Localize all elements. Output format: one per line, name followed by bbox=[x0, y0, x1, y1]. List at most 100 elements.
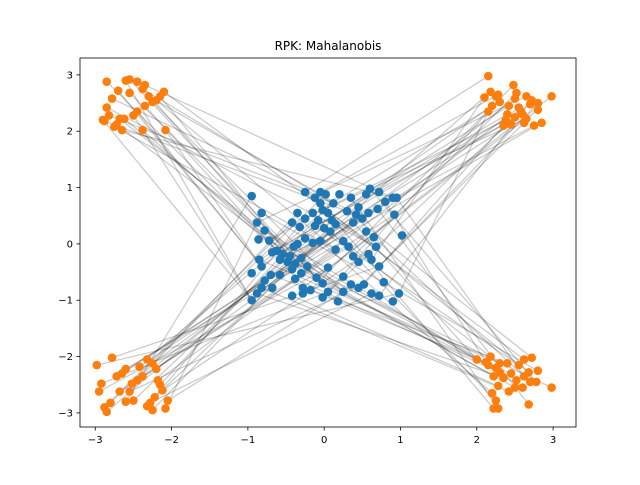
outer-point bbox=[163, 396, 173, 405]
inner-point bbox=[323, 287, 333, 297]
inner-point bbox=[310, 193, 320, 203]
inner-point bbox=[296, 268, 306, 278]
connection-line bbox=[300, 123, 512, 259]
outer-point bbox=[117, 125, 127, 135]
y-tick-label: 1 bbox=[67, 183, 73, 194]
inner-point bbox=[266, 270, 276, 280]
outer-point bbox=[519, 355, 529, 364]
inner-point bbox=[331, 219, 340, 229]
inner-point bbox=[300, 214, 310, 223]
outer-point bbox=[547, 383, 556, 392]
inner-point bbox=[354, 202, 363, 212]
outer-point bbox=[161, 125, 170, 135]
outer-point bbox=[102, 77, 112, 86]
x-tick-label: 1 bbox=[397, 435, 403, 446]
inner-point bbox=[257, 262, 266, 271]
outer-point bbox=[506, 369, 516, 378]
inner-point bbox=[338, 272, 348, 281]
outer-point bbox=[547, 92, 556, 101]
outer-point bbox=[138, 125, 147, 135]
chart-title: RPK: Mahalanobis bbox=[275, 39, 382, 53]
inner-point bbox=[346, 280, 356, 289]
connection-line bbox=[132, 237, 306, 401]
outer-point bbox=[106, 398, 115, 408]
inner-point bbox=[298, 289, 308, 298]
outer-point bbox=[512, 375, 521, 385]
inner-point bbox=[260, 276, 269, 285]
inner-point bbox=[300, 233, 310, 243]
x-tick-label: 0 bbox=[321, 435, 327, 446]
inner-point bbox=[367, 255, 376, 264]
connection-line bbox=[398, 96, 497, 294]
inner-point bbox=[252, 218, 262, 227]
outer-point bbox=[527, 353, 537, 363]
connection-line bbox=[157, 249, 337, 381]
connection-line bbox=[152, 242, 314, 411]
connection-line bbox=[129, 92, 318, 279]
inner-point bbox=[312, 273, 321, 283]
inner-point bbox=[348, 252, 358, 261]
inner-point bbox=[371, 242, 381, 252]
outer-point bbox=[92, 360, 102, 370]
x-tick-label: −3 bbox=[88, 435, 103, 446]
connection-line bbox=[294, 263, 494, 377]
connection-line bbox=[261, 105, 493, 267]
inner-point bbox=[369, 232, 379, 242]
outer-point bbox=[493, 381, 503, 391]
outer-point bbox=[161, 404, 170, 413]
inner-point bbox=[338, 287, 348, 297]
outer-point bbox=[525, 99, 535, 109]
connection-line bbox=[110, 193, 327, 404]
outer-point bbox=[495, 359, 504, 368]
outer-point bbox=[529, 121, 539, 130]
outer-point bbox=[94, 387, 104, 396]
outer-point bbox=[148, 97, 157, 107]
inner-point bbox=[260, 226, 269, 235]
inner-point bbox=[367, 289, 376, 298]
outer-point bbox=[125, 88, 134, 98]
inner-point bbox=[394, 289, 404, 298]
outer-point bbox=[533, 366, 543, 375]
y-tick-label: 3 bbox=[67, 70, 73, 81]
outer-point bbox=[516, 107, 526, 116]
outer-point bbox=[509, 80, 518, 90]
outer-point bbox=[140, 101, 150, 111]
outer-point bbox=[519, 371, 529, 381]
outer-point bbox=[504, 387, 514, 396]
connection-line bbox=[102, 119, 253, 301]
connection-line bbox=[261, 287, 510, 393]
outer-point bbox=[487, 101, 497, 111]
connection-line bbox=[129, 78, 318, 279]
outer-point bbox=[115, 114, 124, 124]
inner-point bbox=[373, 204, 382, 214]
outer-point bbox=[493, 404, 503, 413]
inner-point bbox=[374, 262, 384, 271]
connection-line bbox=[378, 122, 525, 267]
inner-point bbox=[358, 214, 367, 223]
inner-point bbox=[287, 291, 297, 301]
inner-point bbox=[247, 191, 256, 201]
outer-point bbox=[525, 377, 535, 387]
inner-point bbox=[364, 208, 373, 218]
inner-point bbox=[331, 245, 340, 254]
outer-point bbox=[483, 71, 493, 81]
outer-point bbox=[98, 115, 108, 125]
outer-point bbox=[504, 101, 514, 111]
inner-point bbox=[365, 184, 375, 193]
inner-point bbox=[247, 268, 256, 278]
inner-point bbox=[254, 235, 263, 244]
inner-point bbox=[267, 283, 277, 293]
connection-line bbox=[316, 109, 539, 279]
connection-line bbox=[256, 292, 504, 379]
outer-point bbox=[115, 387, 124, 396]
inner-point bbox=[374, 291, 384, 301]
connection-line bbox=[300, 107, 520, 274]
outer-point bbox=[532, 377, 541, 387]
outer-point bbox=[145, 398, 155, 408]
connection-line bbox=[149, 292, 372, 404]
outer-point bbox=[491, 396, 501, 405]
outer-point bbox=[495, 97, 504, 107]
connection-line bbox=[304, 75, 489, 193]
x-tick-label: 3 bbox=[550, 435, 556, 446]
